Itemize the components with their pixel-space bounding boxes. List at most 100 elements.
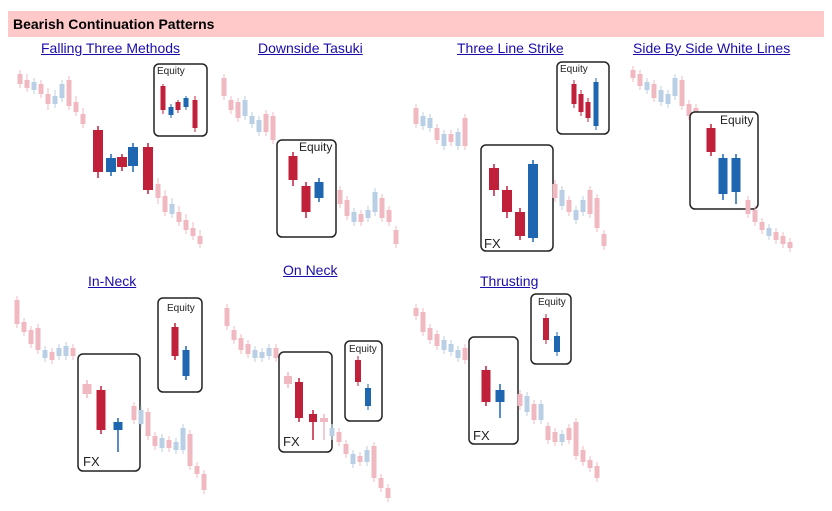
three-line-bg-candle [594,198,600,228]
fx-label: FX [283,434,300,449]
on-neck-bg-candle [252,350,258,358]
downside-bg-candle [365,210,371,218]
side-by-side-bg-candle [759,222,765,230]
on-neck-bg-candle [357,456,363,462]
thrusting-bg-candle [455,350,461,358]
in-neck-bg-candle [42,350,48,358]
three-line-equity-candle [578,94,584,112]
link-downside-tasuki[interactable]: Downside Tasuki [258,40,363,56]
three-line-bg-candle [462,118,468,146]
equity-label: Equity [167,303,195,314]
falling-three-main-candle [93,130,103,172]
in-neck-bg-candle [35,328,41,350]
in-neck-bg-candle [201,474,207,490]
fx-bg-candle [45,94,51,104]
falling-three-equity-candle [183,98,189,107]
fx-bg-candle [176,212,182,222]
fx-bg-candle [73,102,79,112]
side-by-side-bg-candle [679,80,685,106]
thrusting-bg-candle [587,460,593,468]
fx-bg-candle [197,236,203,244]
link-three-line-strike[interactable]: Three Line Strike [457,40,564,56]
downside-bg-candle [337,190,343,204]
three-line-bg-candle [580,200,586,212]
downside-bg-candle [372,192,378,212]
on-neck-bg-candle [385,488,391,498]
side-by-side-bg-candle [745,200,751,214]
side-by-side-bg-candle [665,94,671,104]
in-neck-bg-candle [180,428,186,450]
thrusting-bg-candle [427,328,433,340]
falling-three-equity-candle [192,100,198,128]
fx-bg-candle [52,96,58,104]
downside-bg-candle [344,200,350,216]
on-neck-bg-candle [378,478,384,488]
on-neck-equity-candle [355,360,361,382]
in-neck-bg-candle [56,348,62,356]
downside-bg-candle [221,78,227,96]
on-neck-bg-candle [224,308,230,326]
fx-bg-candle [17,74,23,84]
thrusting-bg-candle [517,394,523,406]
in-neck-bg-candle [166,440,172,448]
three-line-bg-candle [434,128,440,140]
thrusting-bg-candle [559,434,565,442]
in-neck-main-candle [96,390,106,430]
downside-bg-candle [379,198,385,218]
falling-three-equity-candle [160,86,166,110]
on-neck-bg-candle [336,432,342,442]
downside-bg-candle [249,116,255,124]
downside-bg-candle [270,116,276,140]
thrusting-bg-candle [552,432,558,442]
in-neck-bg-candle [152,436,158,446]
fx-bg-candle [162,196,168,212]
downside-bg-candle [386,210,392,222]
link-side-by-side-white-lines[interactable]: Side By Side White Lines [633,40,791,56]
thrusting-bg-candle [531,404,537,420]
thrusting-bg-candle [441,340,447,350]
falling-three-equity-candle [175,102,181,110]
thrusting-bg-candle [413,308,419,316]
thrusting-bg-candle [434,334,440,346]
side-by-side-main-candle [718,158,728,194]
equity-label: Equity [299,140,332,154]
equity-label: Equity [538,297,566,308]
in-neck-main-candle [113,422,123,430]
fx-bg-candle [190,228,196,236]
on-neck-main-candle [284,376,292,384]
fx-bg-candle [24,80,30,88]
on-neck-bg-candle [364,450,370,462]
in-neck-bg-candle [14,300,20,324]
thrusting-bg-candle [524,396,530,412]
three-line-bg-candle [566,200,572,212]
fx-bg-candle [66,80,72,106]
link-in-neck[interactable]: In-Neck [88,273,137,289]
link-on-neck[interactable]: On Neck [283,262,338,278]
in-neck-bg-candle [70,348,76,356]
downside-bg-candle [235,102,241,118]
downside-main-candle [288,156,298,180]
section-title: Bearish Continuation Patterns [13,16,215,32]
side-by-side-bg-candle [787,242,793,248]
section-header: Bearish Continuation Patterns [8,11,824,37]
downside-bg-candle [228,100,234,110]
side-by-side-bg-candle [672,78,678,96]
link-thrusting[interactable]: Thrusting [480,273,539,289]
side-by-side-bg-candle [752,210,758,222]
three-line-equity-candle [585,102,591,118]
fx-box [468,336,519,445]
downside-bg-candle [263,114,269,132]
thrusting-main-candle [481,370,491,402]
fx-bg-candle [38,84,44,94]
downside-bg-candle [358,214,364,222]
thrusting-equity-candle [554,336,560,352]
three-line-main-candle [515,212,525,236]
side-by-side-bg-candle [686,104,692,116]
thrusting-bg-candle [545,426,551,440]
falling-three-main-candle [106,158,116,172]
three-line-bg-candle [427,118,433,128]
in-neck-bg-candle [63,346,69,356]
link-falling-three-methods[interactable]: Falling Three Methods [41,40,181,56]
on-neck-equity-candle [365,388,371,406]
